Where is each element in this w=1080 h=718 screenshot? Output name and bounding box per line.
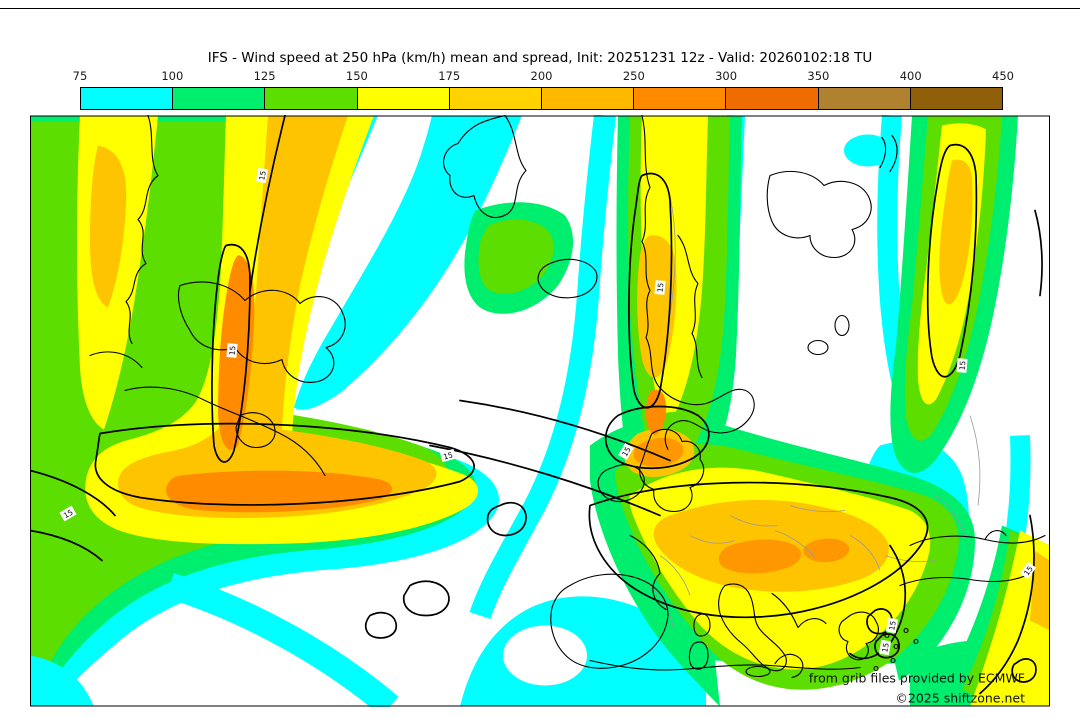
contour-label: 15 — [442, 450, 454, 461]
colorbar-segment-75-100 — [81, 88, 174, 109]
contour-label: 15 — [228, 345, 238, 356]
colorbar-segment-125-150 — [265, 88, 358, 109]
wind-speed-fill-layer — [30, 114, 1050, 717]
colorbar-segment-300-350 — [726, 88, 819, 109]
map-frame — [30, 115, 1050, 707]
contour-label: 15 — [887, 620, 898, 631]
spread-contours-layer — [29, 114, 1043, 695]
colorbar-tick: 250 — [622, 69, 645, 83]
colorbar — [80, 87, 1003, 110]
colorbar-segment-400-450 — [910, 88, 1003, 109]
contour-label: 15 — [257, 170, 268, 181]
colorbar-tick: 300 — [715, 69, 738, 83]
contour-label: 15 — [620, 445, 633, 458]
country-borders-layer — [649, 195, 981, 630]
colorbar-tick: 200 — [530, 69, 553, 83]
colorbar-tick: 450 — [992, 69, 1014, 83]
colorbar-tick: 100 — [161, 69, 184, 83]
wind-speed-map-canvas: 15 15 15 15 15 15 15 15 15 15 from grib … — [29, 114, 1050, 717]
colorbar-tick: 400 — [899, 69, 922, 83]
spread-contour-labels: 15 15 15 15 15 15 15 15 15 15 — [59, 167, 1037, 656]
page-top-rule — [0, 8, 1080, 9]
contour-label: 15 — [880, 642, 891, 653]
weather-map: 15 15 15 15 15 15 15 15 15 15 from grib … — [29, 114, 1050, 717]
colorbar-segment-200-250 — [542, 88, 635, 109]
colorbar-tick: 350 — [807, 69, 830, 83]
colorbar-tick-labels: 75 100 125 150 175 200 250 300 350 400 450 — [0, 69, 1080, 83]
contour-label: 15 — [958, 360, 968, 371]
colorbar-segment-150-175 — [357, 88, 450, 109]
colorbar-segment-175-200 — [449, 88, 543, 109]
colorbar-tick: 125 — [253, 69, 276, 83]
attribution-copyright: ©2025 shiftzone.net — [895, 691, 1025, 706]
contour-label: 15 — [62, 508, 75, 521]
attribution-ecmwf: from grib files provided by ECMWF — [809, 671, 1025, 686]
colorbar-segment-250-300 — [634, 88, 727, 109]
colorbar-tick: 150 — [345, 69, 368, 83]
colorbar-tick: 75 — [72, 69, 88, 83]
page-title: IFS - Wind speed at 250 hPa (km/h) mean … — [207, 50, 873, 66]
colorbar-segment-350-400 — [818, 88, 911, 109]
colorbar-segment-100-125 — [173, 88, 266, 109]
colorbar-tick: 175 — [438, 69, 461, 83]
coastlines-layer — [89, 114, 1046, 679]
contour-label: 15 — [656, 282, 666, 293]
